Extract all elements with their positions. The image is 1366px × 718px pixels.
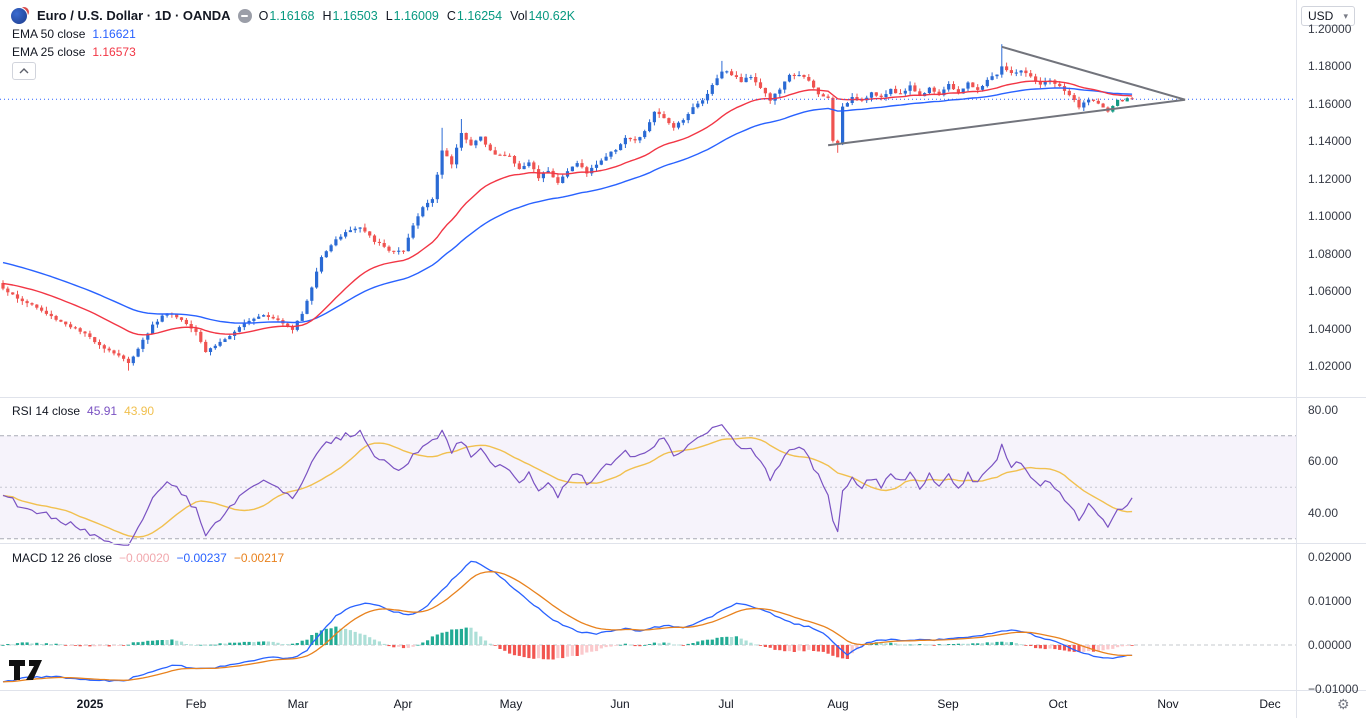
chevron-down-icon: ▾ — [1343, 10, 1348, 21]
rsi-axis-label: 80.00 — [1308, 403, 1339, 417]
price-axis-label: 1.10000 — [1308, 209, 1352, 223]
time-axis-label: Mar — [287, 697, 309, 711]
volume-value: 140.62K — [528, 8, 576, 23]
macd-signal-value: −0.00217 — [233, 551, 285, 565]
macd-hist-value: −0.00020 — [119, 551, 170, 565]
time-axis-label: Dec — [1259, 697, 1281, 711]
time-axis-label: Jun — [610, 697, 630, 711]
price-axis-label: 1.20000 — [1308, 22, 1352, 36]
price-axis-label: 1.08000 — [1308, 247, 1352, 261]
rsi-value: 45.91 — [87, 404, 118, 418]
macd-label: MACD 12 26 close — [12, 551, 113, 565]
currency-value: USD — [1308, 9, 1334, 23]
eurusd-pair-icon — [10, 6, 30, 25]
symbol-header: Euro / U.S. Dollar · 1D · OANDA O 1.16168… — [10, 6, 575, 25]
collapse-indicators-button[interactable] — [12, 62, 36, 80]
low-label: L — [385, 8, 393, 23]
macd-axis-label: 0.00000 — [1308, 638, 1352, 652]
time-axis-label: Apr — [393, 697, 413, 711]
macd-axis-label: −0.01000 — [1308, 682, 1359, 696]
scale-settings-gear-icon[interactable]: ⚙ — [1337, 696, 1350, 712]
high-value: 1.16503 — [332, 8, 378, 23]
open-label: O — [258, 8, 269, 23]
ohlc-values: O 1.16168 H 1.16503 L 1.16009 C 1.16254 Vol 1… — [259, 9, 575, 23]
low-value: 1.16009 — [393, 8, 439, 23]
symbol-title[interactable]: Euro / U.S. Dollar · 1D · OANDA — [37, 8, 231, 23]
eur-flag-icon — [10, 7, 28, 25]
price-axis-label: 1.14000 — [1308, 134, 1352, 148]
open-value: 1.16168 — [269, 8, 315, 23]
rsi-label: RSI 14 close — [12, 404, 81, 418]
ema50-value: 1.16621 — [92, 27, 136, 41]
price-axis-label: 1.16000 — [1308, 97, 1352, 111]
price-axis-label: 1.12000 — [1308, 172, 1352, 186]
collapse-legend-icon[interactable] — [237, 8, 252, 23]
macd-axis-label: 0.02000 — [1308, 550, 1352, 564]
close-label: C — [446, 8, 456, 23]
rsi-axis-label: 60.00 — [1308, 454, 1339, 468]
rsi-ma-value: 43.90 — [124, 404, 155, 418]
price-scale-currency-dropdown[interactable]: USD ▾ — [1301, 6, 1355, 26]
time-axis-label: Aug — [827, 697, 849, 711]
ema50-label: EMA 50 close — [12, 27, 86, 41]
high-label: H — [322, 8, 332, 23]
time-axis-label: Jul — [718, 697, 734, 711]
time-axis-label: Oct — [1048, 697, 1068, 711]
time-axis-label: Feb — [185, 697, 207, 711]
macd-line-value: −0.00237 — [176, 551, 227, 565]
close-value: 1.16254 — [456, 8, 503, 23]
macd-legend[interactable]: MACD 12 26 close −0.00020 −0.00237 −0.00… — [12, 551, 284, 565]
time-axis-label: Sep — [937, 697, 959, 711]
time-axis-label: May — [499, 697, 523, 711]
tradingview-logo — [8, 657, 46, 688]
time-axis-label: 2025 — [76, 697, 104, 711]
rsi-legend[interactable]: RSI 14 close 45.91 43.90 — [12, 404, 154, 418]
price-axis-label: 1.02000 — [1308, 359, 1352, 373]
ema25-value: 1.16573 — [92, 45, 136, 59]
chevron-up-icon — [19, 68, 29, 74]
ema25-legend[interactable]: EMA 25 close 1.16573 — [12, 45, 136, 59]
ema25-label: EMA 25 close — [12, 45, 86, 59]
price-axis-label: 1.04000 — [1308, 322, 1352, 336]
macd-axis-label: 0.01000 — [1308, 594, 1352, 608]
volume-label: Vol — [510, 8, 528, 23]
price-axis-label: 1.06000 — [1308, 284, 1352, 298]
price-axis-label: 1.18000 — [1308, 59, 1352, 73]
time-axis-label: Nov — [1157, 697, 1179, 711]
rsi-axis-label: 40.00 — [1308, 506, 1339, 520]
ema50-legend[interactable]: EMA 50 close 1.16621 — [12, 27, 136, 41]
